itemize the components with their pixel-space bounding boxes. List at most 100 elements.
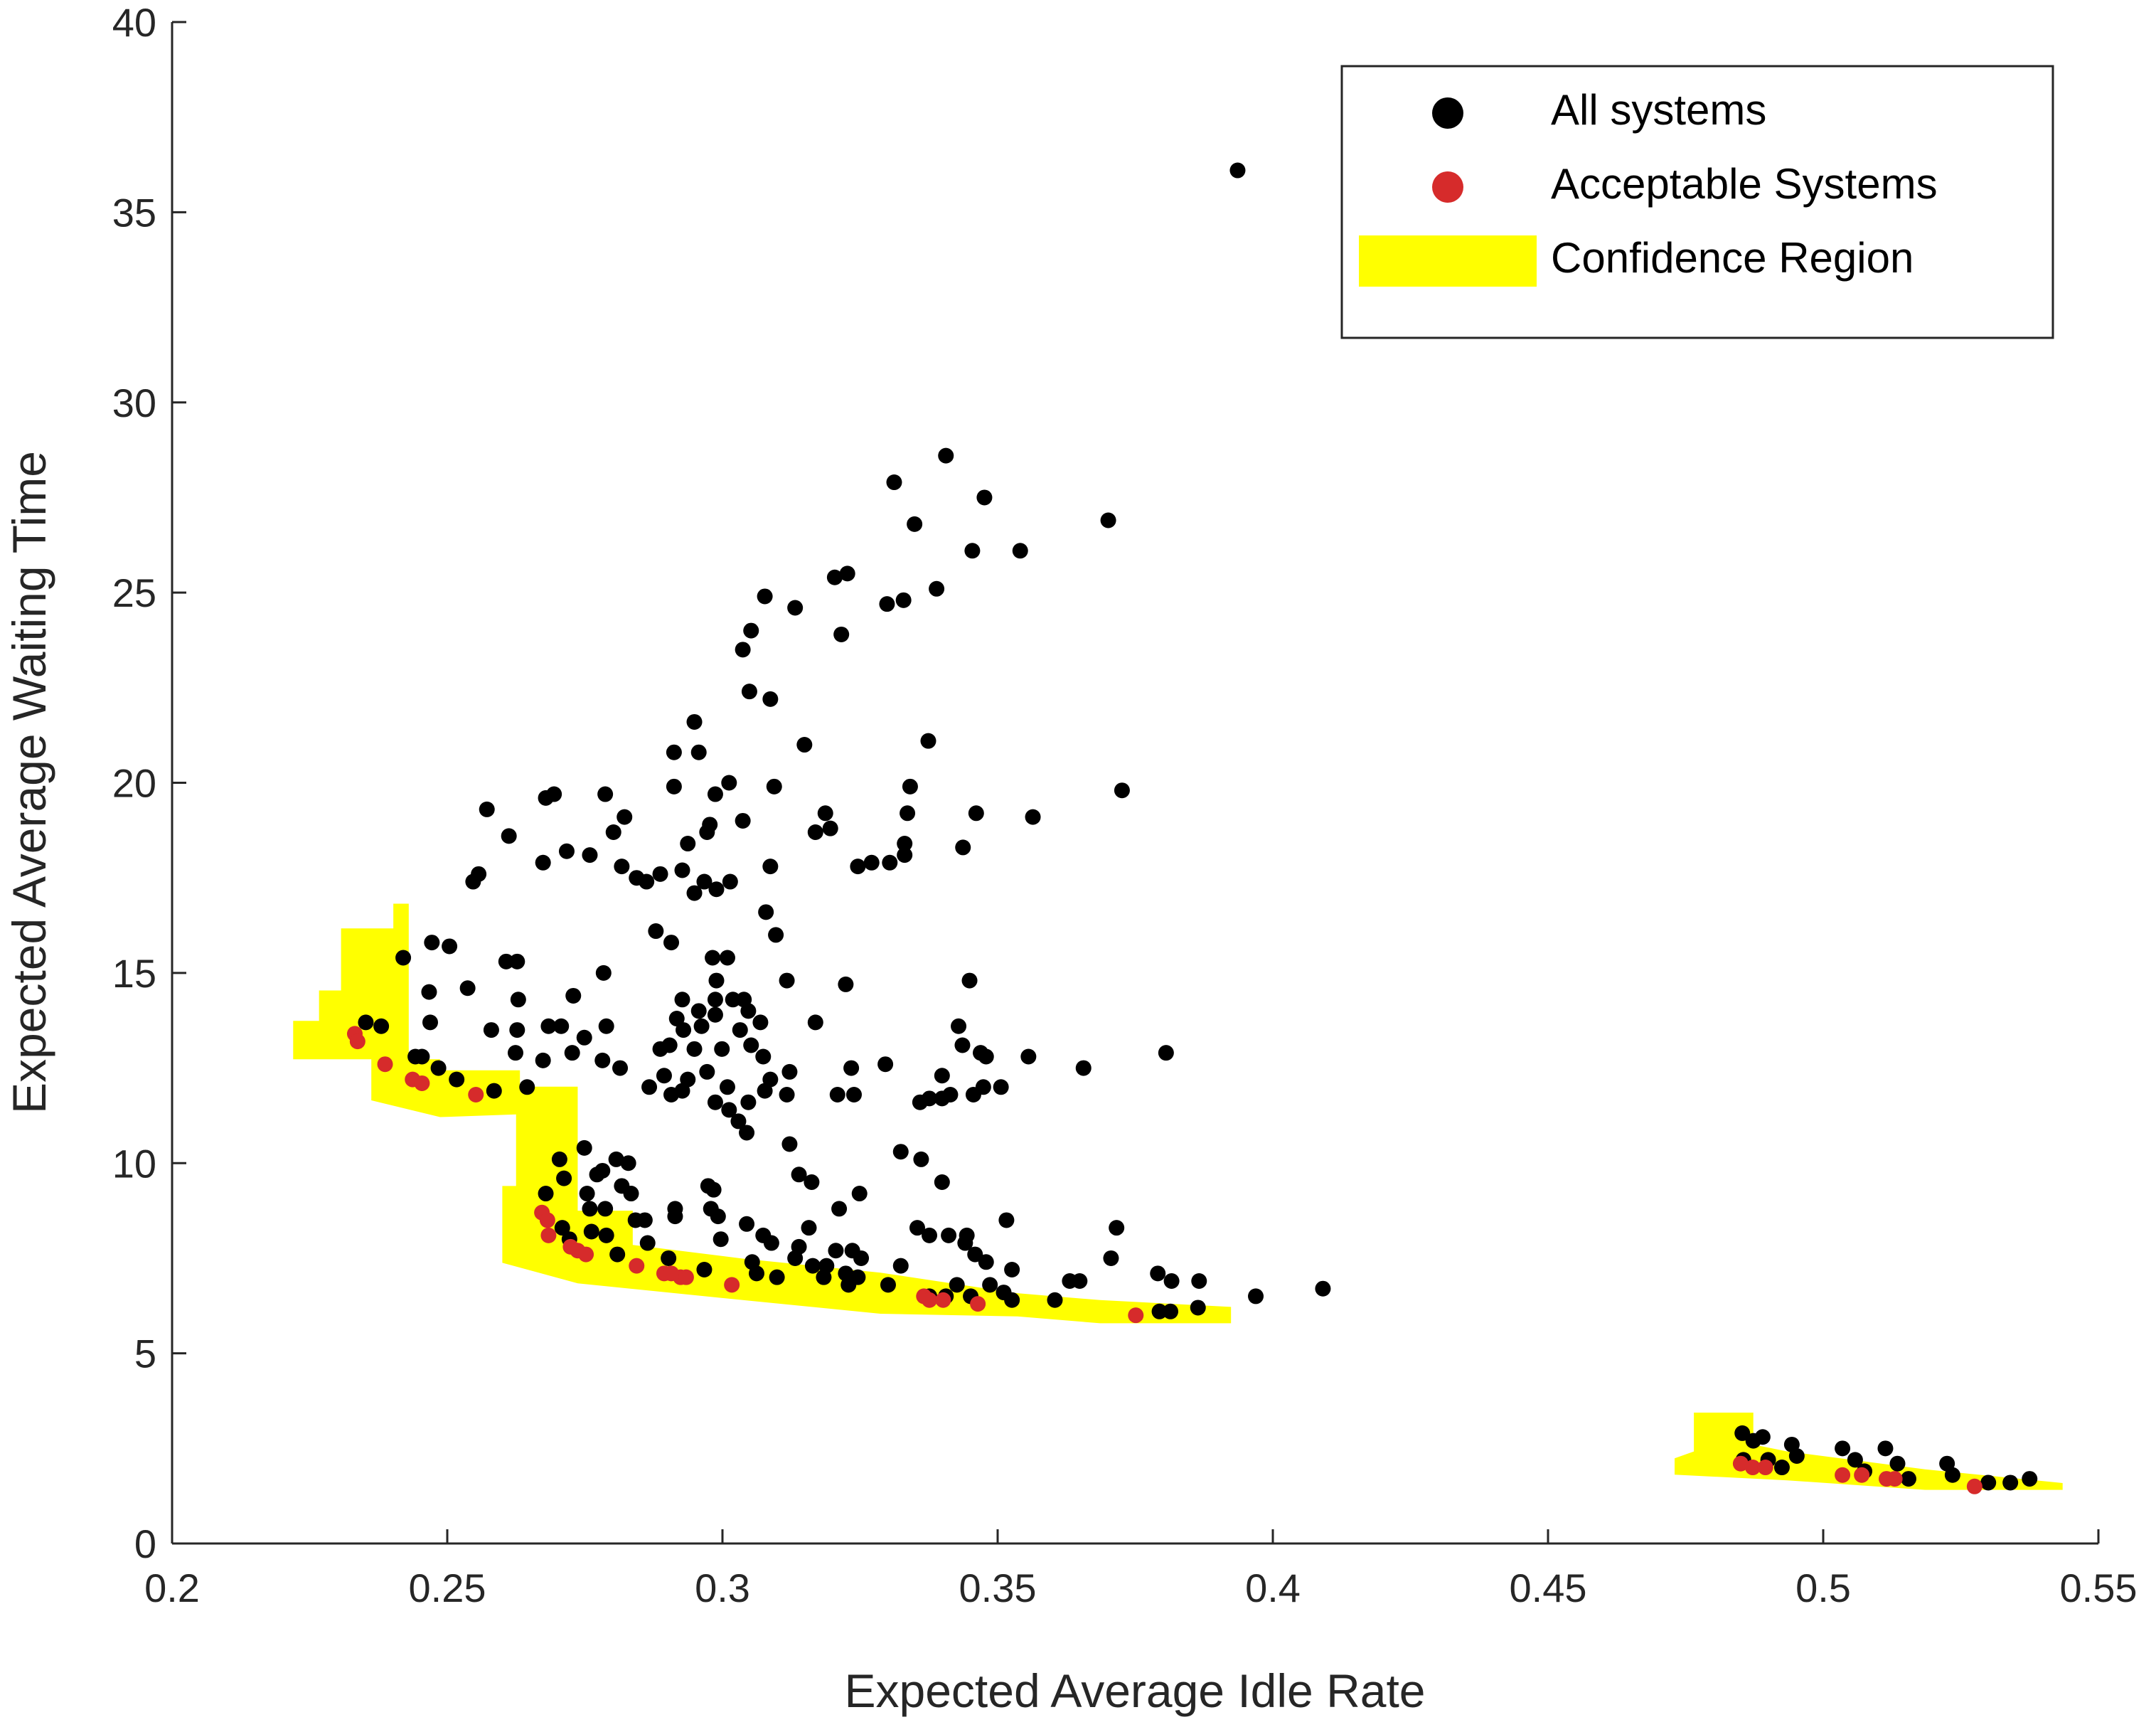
point — [627, 1212, 644, 1228]
point — [1163, 1303, 1179, 1319]
point — [730, 1113, 747, 1130]
point — [748, 1265, 764, 1282]
point — [757, 588, 773, 605]
point — [822, 820, 838, 836]
point — [843, 1060, 860, 1076]
point — [993, 1079, 1009, 1095]
point — [739, 1125, 755, 1141]
point — [740, 1003, 757, 1019]
point — [1004, 1292, 1020, 1308]
point — [976, 489, 993, 506]
point — [1163, 1273, 1180, 1290]
point — [863, 854, 880, 871]
point — [690, 744, 707, 760]
point — [967, 1246, 983, 1263]
point — [779, 1086, 795, 1102]
point — [719, 950, 735, 966]
y-tick-label: 40 — [112, 0, 156, 45]
point — [1075, 1060, 1092, 1076]
point — [696, 1261, 713, 1277]
point — [1158, 1045, 1174, 1061]
point — [509, 953, 525, 969]
point — [696, 873, 713, 890]
point — [1103, 1250, 1119, 1266]
point — [833, 626, 850, 642]
point — [459, 980, 476, 997]
point — [576, 1139, 592, 1156]
x-tick-label: 0.2 — [144, 1566, 200, 1610]
point — [349, 1033, 365, 1050]
point — [1109, 1220, 1125, 1236]
point — [1315, 1280, 1331, 1297]
point — [853, 1250, 870, 1266]
point — [1248, 1288, 1264, 1304]
point — [535, 1052, 551, 1068]
point — [708, 881, 725, 898]
y-tick-label: 0 — [134, 1521, 156, 1566]
point — [902, 778, 918, 795]
y-tick-label: 20 — [112, 761, 156, 806]
point — [1886, 1471, 1903, 1487]
point — [1847, 1452, 1863, 1468]
point — [1900, 1471, 1916, 1487]
point — [620, 1155, 636, 1171]
point — [766, 778, 782, 795]
point — [1150, 1265, 1166, 1282]
point — [656, 1068, 672, 1084]
y-axis-label: Expected Average Waiting Time — [3, 451, 55, 1114]
point — [597, 1201, 614, 1217]
point — [845, 1086, 862, 1102]
point — [741, 684, 757, 700]
point — [579, 1186, 595, 1202]
point — [507, 1045, 523, 1061]
point — [816, 1269, 832, 1285]
point — [831, 1201, 848, 1217]
point — [540, 1018, 557, 1034]
point — [540, 1227, 557, 1243]
point — [538, 1186, 554, 1202]
point — [900, 805, 916, 822]
point — [598, 1018, 614, 1034]
point — [686, 713, 703, 730]
x-tick-label: 0.25 — [409, 1566, 486, 1610]
point — [892, 1258, 909, 1274]
point — [358, 1014, 374, 1031]
point — [954, 1037, 971, 1053]
point — [724, 1277, 740, 1293]
point — [779, 972, 795, 989]
point — [934, 1068, 950, 1084]
point — [699, 824, 715, 841]
point — [710, 1208, 726, 1225]
point — [676, 1022, 692, 1038]
point — [598, 1227, 614, 1243]
confidence-region — [293, 903, 2063, 1490]
point — [804, 1174, 820, 1190]
point — [1889, 1455, 1906, 1472]
point — [479, 801, 495, 817]
y-tick-label: 10 — [112, 1141, 156, 1186]
point — [705, 1181, 722, 1198]
point — [998, 1212, 1015, 1228]
point — [509, 1022, 525, 1038]
point — [686, 885, 703, 901]
point — [597, 786, 614, 802]
point — [414, 1048, 430, 1065]
point — [707, 786, 723, 802]
point — [373, 1018, 390, 1034]
legend: All systems Acceptable Systems Confidence … — [1340, 65, 2054, 339]
point — [920, 733, 936, 749]
point — [612, 1060, 629, 1076]
point — [1773, 1460, 1790, 1476]
point — [913, 1151, 929, 1167]
point — [743, 1037, 759, 1053]
point — [804, 1258, 821, 1274]
point — [1114, 782, 1130, 799]
legend-swatch — [1359, 235, 1537, 287]
point — [594, 1162, 611, 1179]
point — [578, 1246, 594, 1263]
point — [1980, 1474, 1997, 1491]
point — [817, 805, 833, 822]
point — [735, 642, 751, 658]
point — [674, 992, 690, 1008]
point — [668, 1011, 685, 1027]
